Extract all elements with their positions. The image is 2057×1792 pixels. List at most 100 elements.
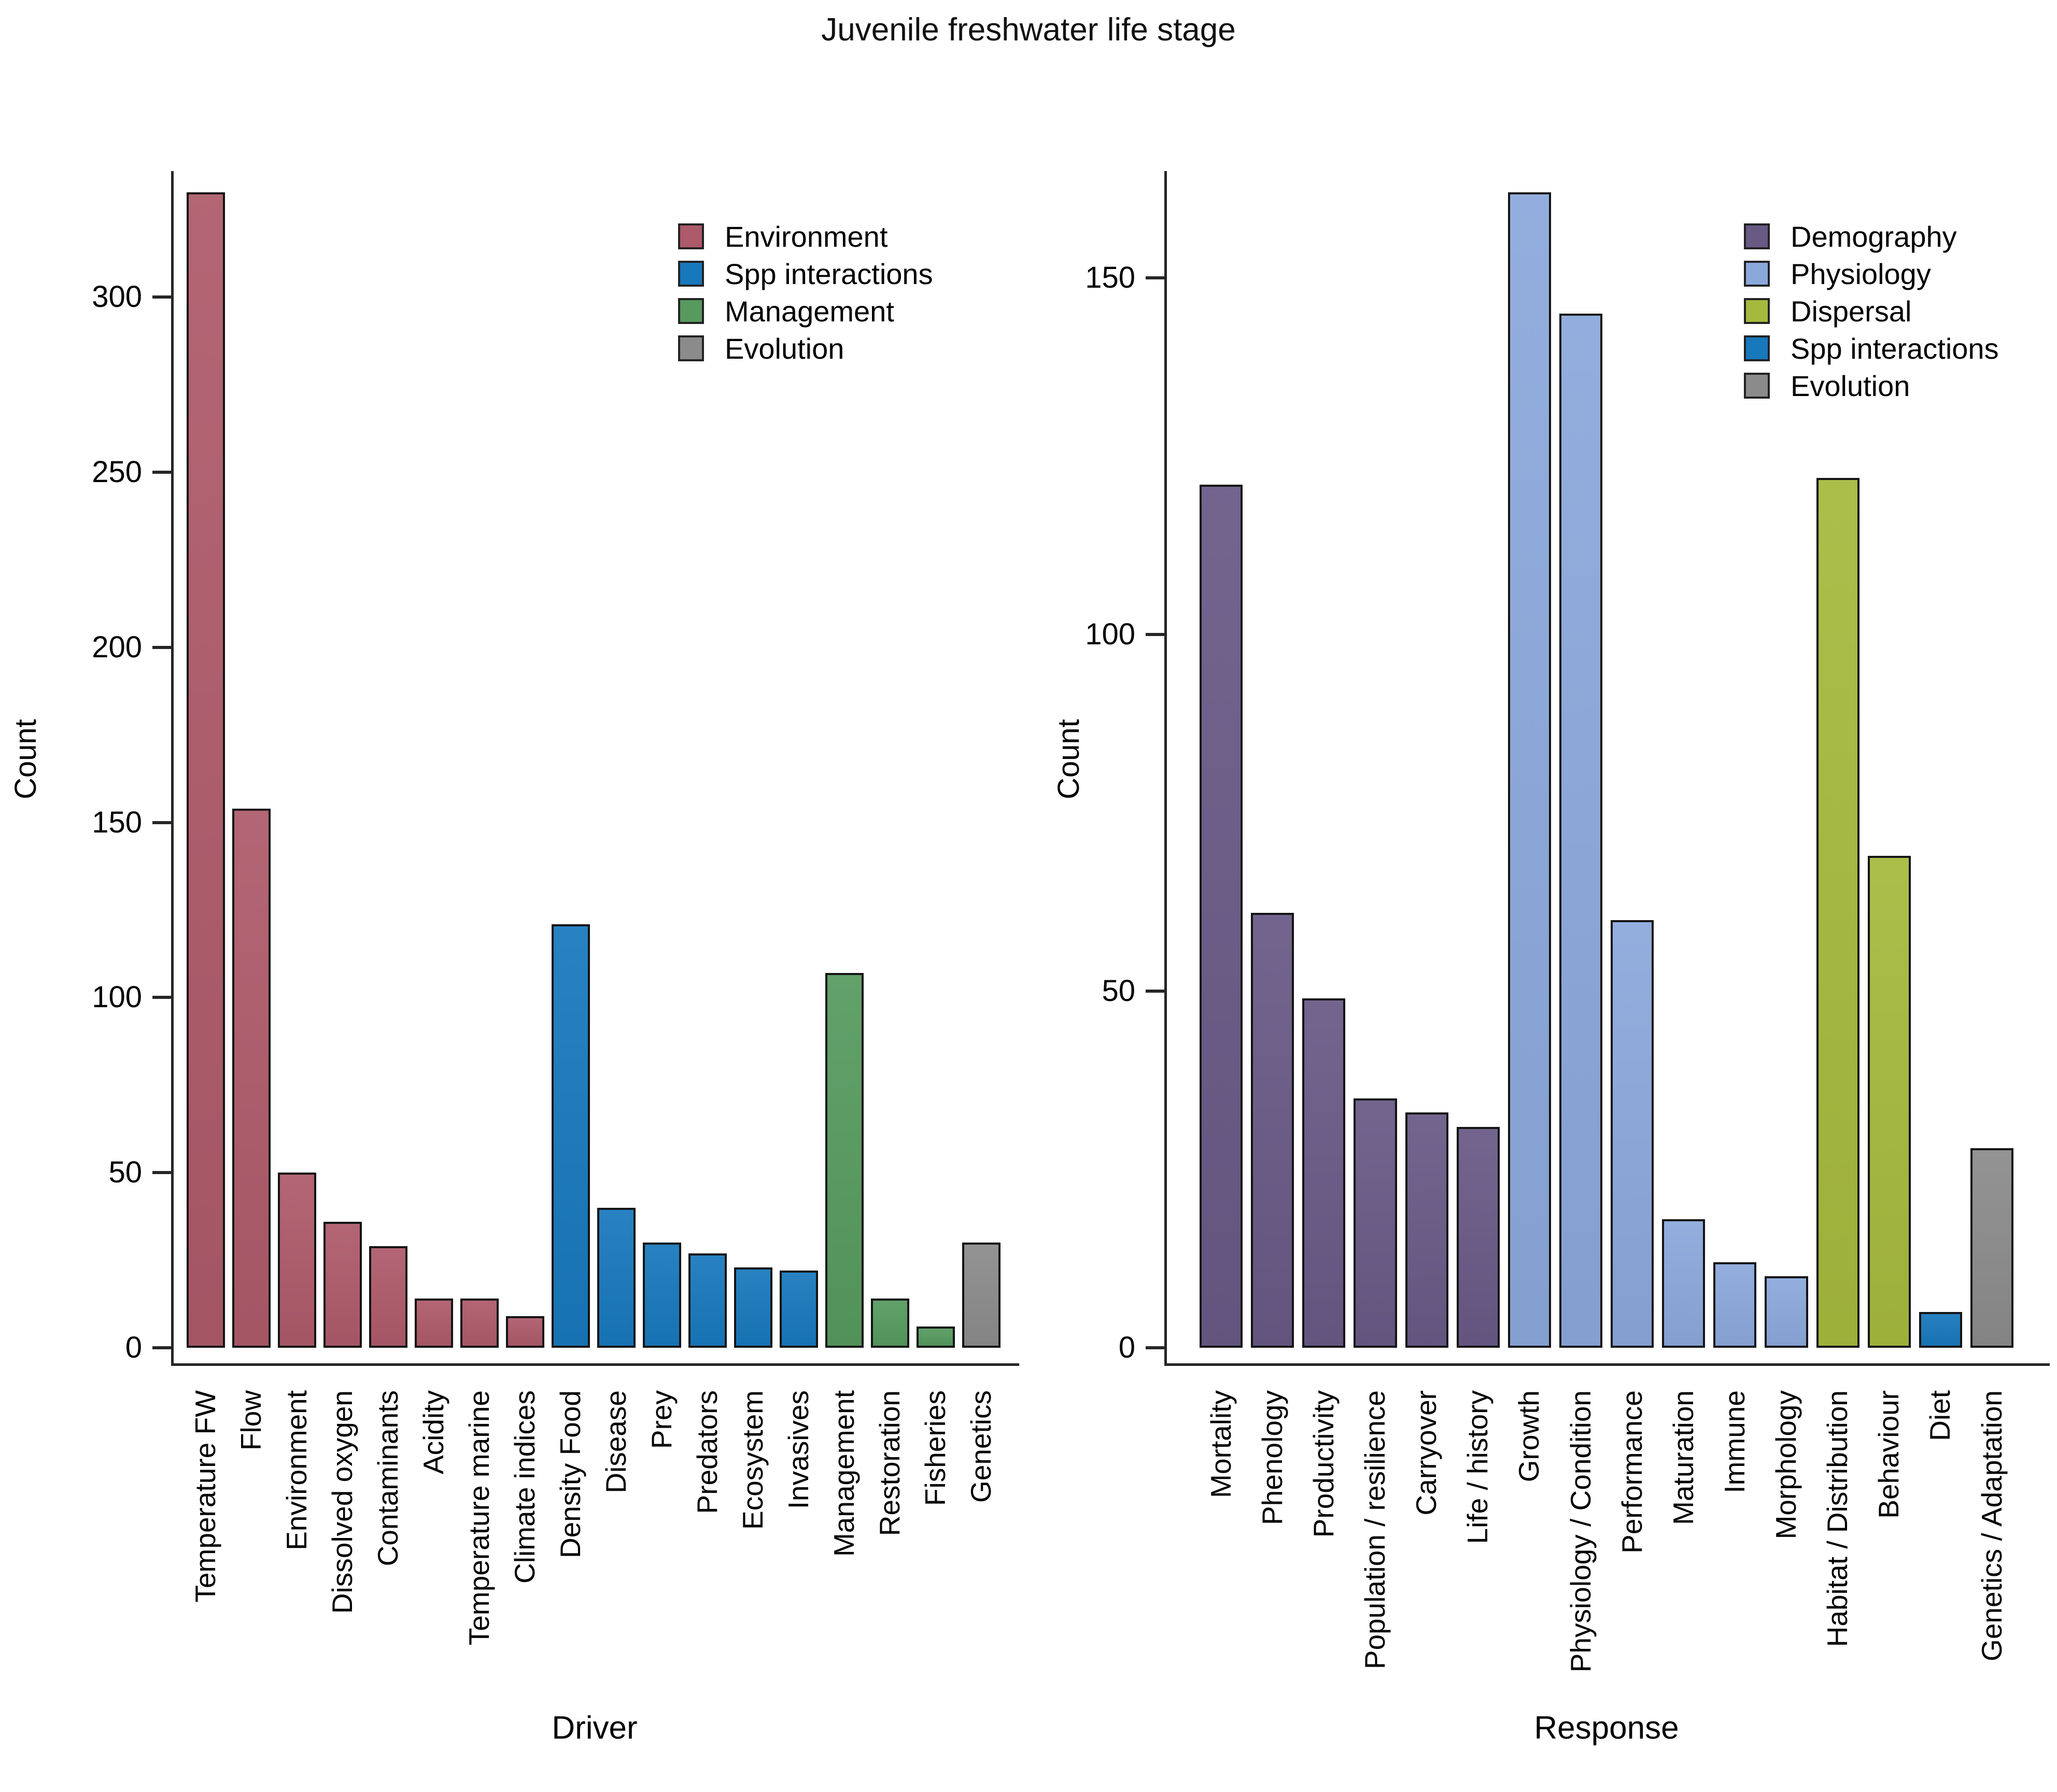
bar-diet [1919, 1312, 1962, 1348]
x-tick-cell: Genetics [962, 1390, 1001, 1722]
x-tick-cell: Ecosystem [734, 1390, 772, 1722]
x-tick-cell: Phenology [1251, 1390, 1294, 1722]
x-tick-cell: Invasives [780, 1390, 818, 1722]
bar-management [825, 973, 864, 1348]
x-tick-label: Morphology [1770, 1390, 1802, 1540]
x-tick-label: Behaviour [1872, 1390, 1905, 1519]
x-tick-label: Ecosystem [737, 1390, 769, 1530]
x-tick-label: Environment [280, 1390, 313, 1550]
y-tick-label: 150 [1085, 261, 1135, 295]
x-tick-cell: Habitat / Distribution [1816, 1390, 1859, 1722]
bar-habitat-distribution [1816, 477, 1859, 1348]
y-tick-label: 100 [1085, 617, 1135, 652]
legend: Environment Spp interactions Management Evo… [678, 218, 933, 367]
figure-title: Juvenile freshwater life stage [821, 12, 1236, 48]
y-tick-label: 100 [92, 980, 142, 1014]
x-tick-label: Restoration [873, 1390, 906, 1536]
legend-swatch-icon [678, 223, 704, 249]
bar-temperature-marine [460, 1299, 499, 1348]
x-tick-label: Dissolved oxygen [326, 1390, 359, 1614]
bar-carryover [1405, 1112, 1448, 1348]
bar-environment [278, 1173, 316, 1348]
x-tick-cell: Genetics / Adaptation [1970, 1390, 2013, 1722]
legend-swatch-icon [678, 261, 704, 287]
x-tick-cell: Acidity [415, 1390, 453, 1722]
x-tick-cell: Temperature marine [460, 1390, 499, 1722]
x-tick-cell: Restoration [871, 1390, 909, 1722]
x-tick-label: Contaminants [372, 1390, 404, 1567]
x-axis-title: Driver [552, 1710, 638, 1746]
x-tick-label: Genetics [965, 1390, 997, 1503]
bar-disease [597, 1207, 636, 1348]
x-tick-cell: Behaviour [1868, 1390, 1911, 1722]
y-tick-label: 0 [125, 1331, 142, 1364]
y-tick-mark [1146, 633, 1164, 637]
x-tick-cell: Mortality [1200, 1390, 1243, 1722]
x-tick-label: Predators [691, 1390, 724, 1514]
x-tick-label: Physiology / Condition [1564, 1390, 1597, 1673]
bar-morphology [1765, 1276, 1808, 1348]
legend-item-management: Management [678, 292, 933, 330]
bar-density-food [552, 924, 590, 1348]
x-tick-label: Management [828, 1390, 861, 1557]
x-tick-label: Carryover [1410, 1390, 1443, 1516]
y-tick-label: 250 [92, 455, 142, 489]
legend-swatch-icon [1744, 335, 1770, 361]
x-tick-label: Temperature marine [463, 1390, 496, 1646]
x-tick-cell: Maturation [1662, 1390, 1705, 1722]
bar-climate-indices [506, 1316, 544, 1348]
legend-label: Demography [1791, 220, 1957, 253]
y-axis-line [171, 171, 174, 1365]
x-tick-cell: Density Food [552, 1390, 590, 1722]
x-tick-cell: Physiology / Condition [1559, 1390, 1602, 1722]
legend-item-evolution: Evolution [678, 330, 933, 367]
x-tick-cell: Carryover [1405, 1390, 1448, 1722]
x-tick-cell: Growth [1508, 1390, 1551, 1722]
y-tick-label: 200 [92, 630, 142, 664]
x-tick-label: Productivity [1307, 1390, 1340, 1538]
x-tick-label: Maturation [1667, 1390, 1699, 1525]
x-tick-cell: Contaminants [369, 1390, 407, 1722]
y-tick-label: 150 [92, 805, 142, 839]
chart-panel-response: Count 0 50 100 150 Mortality Phenology Produc… [1028, 0, 2057, 1792]
legend-label: Dispersal [1791, 294, 1912, 328]
bar-maturation [1662, 1219, 1706, 1348]
y-tick-label: 50 [108, 1155, 142, 1190]
legend-swatch-icon [1744, 298, 1770, 324]
bar-behaviour [1867, 855, 1911, 1348]
chart-panel-driver: Count 0 50 100 150 200 250 300 Temperature FW F… [0, 0, 1028, 1792]
legend-label: Evolution [1791, 369, 1910, 402]
legend-item-environment: Environment [678, 218, 933, 255]
bar-mortality [1200, 485, 1243, 1348]
bar-predators [688, 1253, 727, 1348]
x-tick-cell: Life / history [1457, 1390, 1500, 1722]
legend-item-demography: Demography [1744, 218, 1999, 255]
bar-flow [232, 808, 271, 1348]
x-tick-labels: Mortality Phenology Productivity Population… [1200, 1390, 2013, 1722]
legend: Demography Physiology Dispersal Spp interac… [1744, 218, 1999, 404]
x-tick-label: Population / resilience [1359, 1390, 1391, 1670]
bars [1200, 171, 2013, 1348]
legend-swatch-icon [1744, 373, 1770, 399]
y-tick-mark [152, 996, 171, 999]
y-tick-label: 300 [92, 280, 142, 314]
bar-genetics-adaptation [1970, 1148, 2013, 1348]
x-tick-cell: Fisheries [917, 1390, 955, 1722]
bar-fisheries [917, 1327, 955, 1348]
bar-acidity [415, 1299, 453, 1348]
x-tick-label: Density Food [554, 1390, 587, 1559]
x-tick-cell: Immune [1713, 1390, 1756, 1722]
x-tick-cell: Predators [688, 1390, 727, 1722]
x-tick-cell: Environment [278, 1390, 316, 1722]
y-axis-line [1164, 171, 1167, 1365]
bar-physiology-condition [1559, 314, 1602, 1348]
bar-population-resilience [1354, 1098, 1397, 1348]
legend-item-evolution: Evolution [1744, 367, 1999, 404]
bar-dissolved-oxygen [323, 1221, 362, 1348]
x-tick-label: Diet [1924, 1390, 1956, 1441]
x-tick-label: Prey [645, 1390, 678, 1449]
legend-label: Spp interactions [725, 257, 933, 290]
x-tick-cell: Temperature FW [187, 1390, 225, 1722]
bar-contaminants [369, 1246, 407, 1348]
